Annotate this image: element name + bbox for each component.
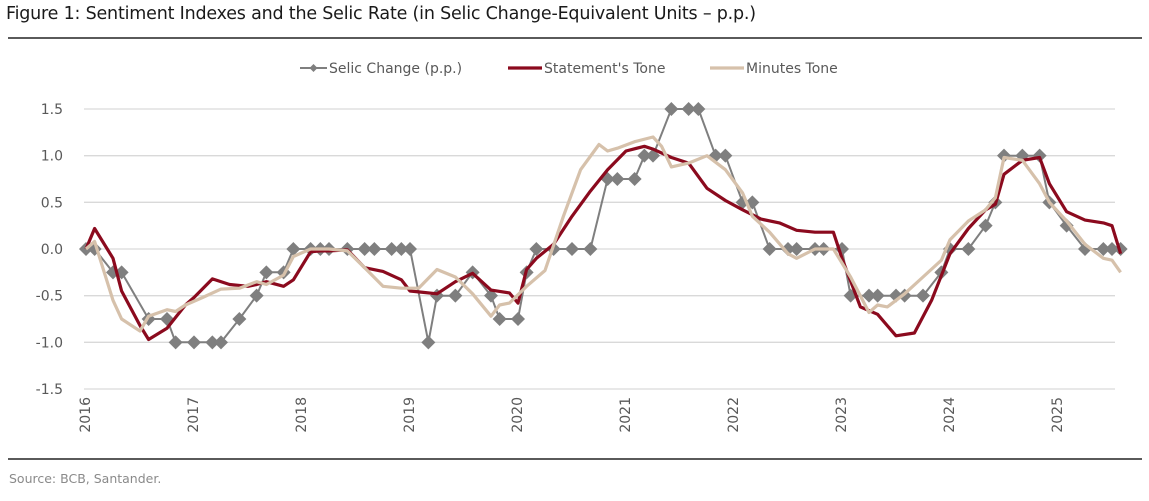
series-line-minutes-tone (84, 135, 1122, 333)
selic-marker (187, 335, 201, 350)
selic-marker (762, 242, 777, 256)
selic-marker (232, 312, 247, 326)
legend: Selic Change (p.p.) Statement's Tone Minut… (300, 61, 838, 77)
x-tick-label: 2020 (510, 397, 526, 433)
title-divider (8, 37, 1142, 39)
x-tick-label: 2019 (402, 397, 418, 433)
selic-marker (870, 288, 885, 303)
selic-marker (1105, 242, 1119, 256)
selic-marker (718, 148, 733, 163)
legend-item: Statement's Tone (508, 61, 666, 77)
selic-marker (529, 242, 544, 256)
selic-marker (492, 312, 507, 326)
series-lines (79, 102, 1128, 350)
selic-marker (916, 288, 930, 303)
selic-marker (691, 102, 706, 116)
y-tick-label: -1.5 (36, 382, 63, 398)
footer-divider (8, 458, 1142, 460)
selic-marker (610, 172, 625, 186)
x-axis-ticks: 2016 2017 2018 2019 2020 2021 2022 2023 2024 2025 (78, 397, 1066, 433)
selic-marker (394, 242, 409, 256)
selic-marker (1096, 242, 1111, 256)
selic-marker (565, 242, 579, 256)
selic-marker (511, 312, 525, 326)
selic-marker (862, 288, 876, 303)
legend-label: Minutes Tone (746, 61, 838, 77)
selic-marker (789, 242, 804, 256)
selic-marker (781, 242, 795, 256)
figure-title: Figure 1: Sentiment Indexes and the Seli… (6, 4, 756, 24)
selic-marker (583, 242, 598, 256)
selic-marker (367, 242, 382, 256)
y-tick-label: 1.5 (41, 102, 63, 118)
y-tick-label: 0.5 (41, 195, 63, 211)
selic-marker (259, 265, 274, 280)
x-tick-label: 2017 (186, 397, 202, 433)
selic-marker (637, 148, 652, 163)
y-tick-label: -1.0 (36, 335, 63, 351)
y-axis-ticks: 1.5 1.0 0.5 0.0 -0.5 -1.0 -1.5 (36, 102, 63, 398)
source-note: Source: BCB, Santander. (9, 471, 162, 486)
selic-marker (214, 335, 228, 350)
selic-marker (205, 335, 220, 350)
y-tick-label: -0.5 (36, 289, 63, 305)
x-tick-label: 2021 (618, 397, 634, 433)
legend-item: Selic Change (p.p.) (300, 61, 462, 77)
selic-marker (681, 102, 696, 116)
x-tick-label: 2023 (834, 397, 850, 433)
selic-marker (448, 288, 463, 303)
selic-marker (384, 242, 399, 256)
y-tick-label: 0.0 (41, 242, 63, 258)
selic-marker (286, 242, 301, 256)
selic-marker (168, 335, 183, 350)
selic-marker (1059, 218, 1074, 233)
selic-marker (403, 242, 417, 256)
legend-label: Statement's Tone (544, 61, 666, 77)
x-tick-label: 2022 (726, 397, 742, 433)
series-line-statement-s-tone (84, 144, 1123, 342)
x-tick-label: 2025 (1050, 397, 1066, 433)
selic-marker (961, 242, 976, 256)
legend-label: Selic Change (p.p.) (329, 61, 462, 77)
selic-marker (421, 335, 436, 350)
selic-marker (664, 102, 679, 116)
selic-marker (627, 172, 642, 186)
selic-marker (357, 242, 372, 256)
selic-marker (978, 218, 993, 233)
x-tick-label: 2024 (942, 397, 958, 433)
legend-item: Minutes Tone (710, 61, 838, 77)
x-tick-label: 2016 (78, 397, 94, 433)
selic-marker (249, 288, 264, 303)
diamond-icon (309, 64, 318, 72)
y-tick-label: 1.0 (41, 149, 63, 165)
x-tick-label: 2018 (294, 397, 310, 433)
